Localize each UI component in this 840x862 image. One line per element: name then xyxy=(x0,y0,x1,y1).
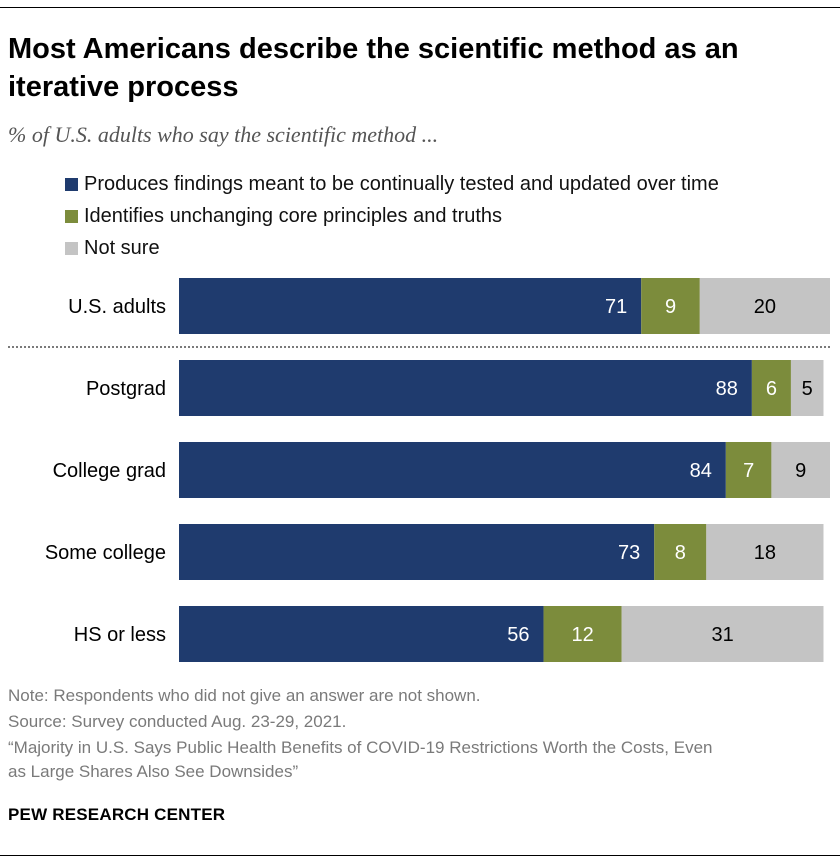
legend-swatch-unchanging xyxy=(65,209,78,223)
pew-logo-text: PEW RESEARCH CENTER xyxy=(8,805,226,824)
bar-postgrad-not-sure xyxy=(790,360,824,416)
value-label-postgrad-tested: 88 xyxy=(716,378,738,400)
value-label-college-grad-unchanging: 7 xyxy=(743,460,754,482)
legend-label-tested: Produces findings meant to be continuall… xyxy=(84,172,719,195)
legend-swatch-not-sure xyxy=(65,241,78,255)
category-label-some-college: Some college xyxy=(45,542,166,564)
value-label-some-college-tested: 73 xyxy=(618,542,640,564)
value-label-hs-or-less-unchanging: 12 xyxy=(571,624,593,646)
bar-hs-or-less-not-sure xyxy=(621,606,824,662)
report-title-line-1: “Majority in U.S. Says Public Health Ben… xyxy=(8,738,713,757)
category-label-college-grad: College grad xyxy=(53,460,166,482)
value-label-u-s-adults-not-sure: 20 xyxy=(754,296,776,318)
bar-some-college-not-sure xyxy=(706,524,824,580)
value-label-postgrad-unchanging: 6 xyxy=(766,378,777,400)
value-label-postgrad-not-sure: 5 xyxy=(802,378,813,400)
value-label-college-grad-tested: 84 xyxy=(690,460,712,482)
bar-postgrad-unchanging xyxy=(751,360,791,416)
value-label-u-s-adults-unchanging: 9 xyxy=(665,296,676,318)
bar-hs-or-less-unchanging xyxy=(543,606,622,662)
bar-u-s-adults-not-sure xyxy=(699,278,830,334)
legend-label-not-sure: Not sure xyxy=(84,236,160,259)
chart-title: Most Americans describe the scientific m… xyxy=(8,33,739,103)
bar-college-grad-unchanging xyxy=(725,442,772,498)
legend-item-unchanging: Identifies unchanging core principles an… xyxy=(65,204,502,228)
bar-college-grad-not-sure xyxy=(771,442,830,498)
category-label-postgrad: Postgrad xyxy=(86,378,166,400)
bar-postgrad-tested xyxy=(179,360,752,416)
note-text: Note: Respondents who did not give an an… xyxy=(8,686,481,705)
bar-u-s-adults-unchanging xyxy=(641,278,700,334)
legend-item-not-sure: Not sure xyxy=(65,236,160,260)
source-text: Source: Survey conducted Aug. 23-29, 202… xyxy=(8,712,347,731)
value-label-some-college-not-sure: 18 xyxy=(754,542,776,564)
bar-college-grad-tested xyxy=(179,442,726,498)
top-rule xyxy=(0,7,840,8)
bar-u-s-adults-tested xyxy=(179,278,642,334)
bar-some-college-unchanging xyxy=(654,524,707,580)
legend-item-tested: Produces findings meant to be continuall… xyxy=(65,172,719,196)
chart-subtitle: % of U.S. adults who say the scientific … xyxy=(8,122,439,147)
value-label-some-college-unchanging: 8 xyxy=(675,542,686,564)
category-label-hs-or-less: HS or less xyxy=(74,624,166,646)
legend-label-unchanging: Identifies unchanging core principles an… xyxy=(84,204,503,227)
value-label-hs-or-less-not-sure: 31 xyxy=(711,624,733,646)
value-label-college-grad-not-sure: 9 xyxy=(795,460,806,482)
value-label-hs-or-less-tested: 56 xyxy=(507,624,529,646)
report-title-line-2: as Large Shares Also See Downsides” xyxy=(8,762,299,781)
value-label-u-s-adults-tested: 71 xyxy=(605,296,627,318)
category-label-u-s-adults: U.S. adults xyxy=(68,296,166,318)
bar-some-college-tested xyxy=(179,524,655,580)
legend-swatch-tested xyxy=(65,177,78,191)
bottom-rule xyxy=(0,855,840,856)
bar-hs-or-less-tested xyxy=(179,606,544,662)
stacked-bar-chart: U.S. adults 71 9 20 Postgrad 88 6 5 College grad… xyxy=(8,278,830,662)
